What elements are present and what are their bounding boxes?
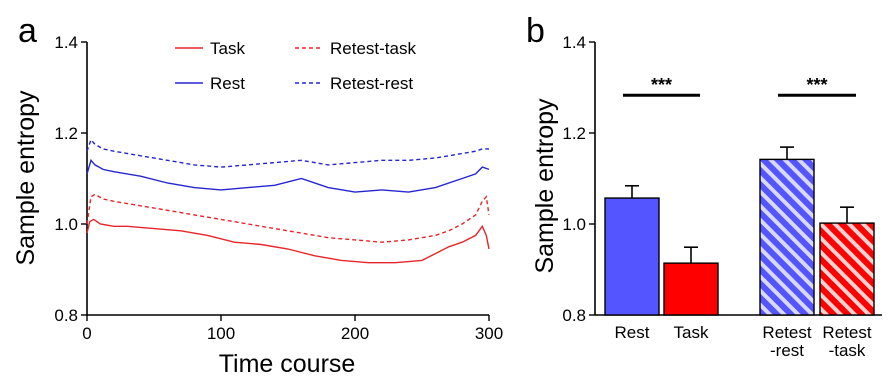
panel-b-letter: b — [526, 12, 545, 50]
panel-a-xtick-label: 300 — [475, 324, 503, 343]
panel-b-ytick-label: 1.0 — [562, 215, 586, 234]
panel-a-ytick-label: 1.0 — [54, 215, 78, 234]
panel-a: a Sample entropy Time course 0.8 1.0 1.2 1.… — [12, 12, 503, 378]
panel-a-lines — [86, 138, 490, 264]
panel-a-xtick-label: 0 — [82, 324, 91, 343]
significance-label: *** — [806, 75, 827, 95]
panel-b-ylabel: Sample entropy — [531, 98, 559, 274]
panel-a-xtick-label: 200 — [341, 324, 369, 343]
panel-a-xlabel: Time course — [219, 350, 356, 378]
category-label-line2: -rest — [770, 341, 804, 360]
series-line-rest — [86, 158, 490, 193]
series-line-retest-rest — [86, 138, 489, 168]
panel-a-letter: a — [18, 12, 37, 50]
category-label-line2: -task — [829, 341, 866, 360]
legend-label-rest: Rest — [210, 74, 245, 93]
category-label: Rest — [615, 323, 650, 342]
series-line-task — [86, 218, 490, 264]
legend-label-retest-rest: Retest-rest — [330, 74, 413, 93]
panel-a-ylabel: Sample entropy — [12, 90, 40, 266]
bar-3 — [819, 222, 875, 316]
panel-a-xtick-label: 100 — [207, 324, 235, 343]
panel-b: b Sample entropy 0.8 1.0 1.2 1.4 Rest Task Re… — [526, 12, 882, 360]
legend-label-retest-task: Retest-task — [330, 39, 416, 58]
bar-2 — [759, 158, 815, 316]
legend-label-task: Task — [210, 39, 245, 58]
panel-b-bars — [604, 146, 875, 316]
panel-b-ytick-label: 1.4 — [562, 33, 586, 52]
panel-b-ytick-label: 1.2 — [562, 124, 586, 143]
category-label: Retest — [822, 323, 871, 342]
panel-a-axes: 0.8 1.0 1.2 1.4 0 100 200 300 — [54, 33, 503, 343]
panel-a-ytick-label: 0.8 — [54, 306, 78, 325]
series-line-retest-task — [86, 193, 490, 243]
panel-b-ytick-label: 0.8 — [562, 306, 586, 325]
panel-a-ytick-label: 1.4 — [54, 33, 78, 52]
bar-1 — [663, 262, 719, 316]
significance-label: *** — [651, 75, 672, 95]
panel-a-ytick-label: 1.2 — [54, 124, 78, 143]
panel-a-legend: Task Retest-task Rest Retest-rest — [175, 39, 416, 93]
panel-b-significance: *** *** — [623, 75, 856, 97]
category-label: Retest — [762, 323, 811, 342]
bar-0 — [604, 197, 660, 316]
category-label: Task — [674, 323, 709, 342]
